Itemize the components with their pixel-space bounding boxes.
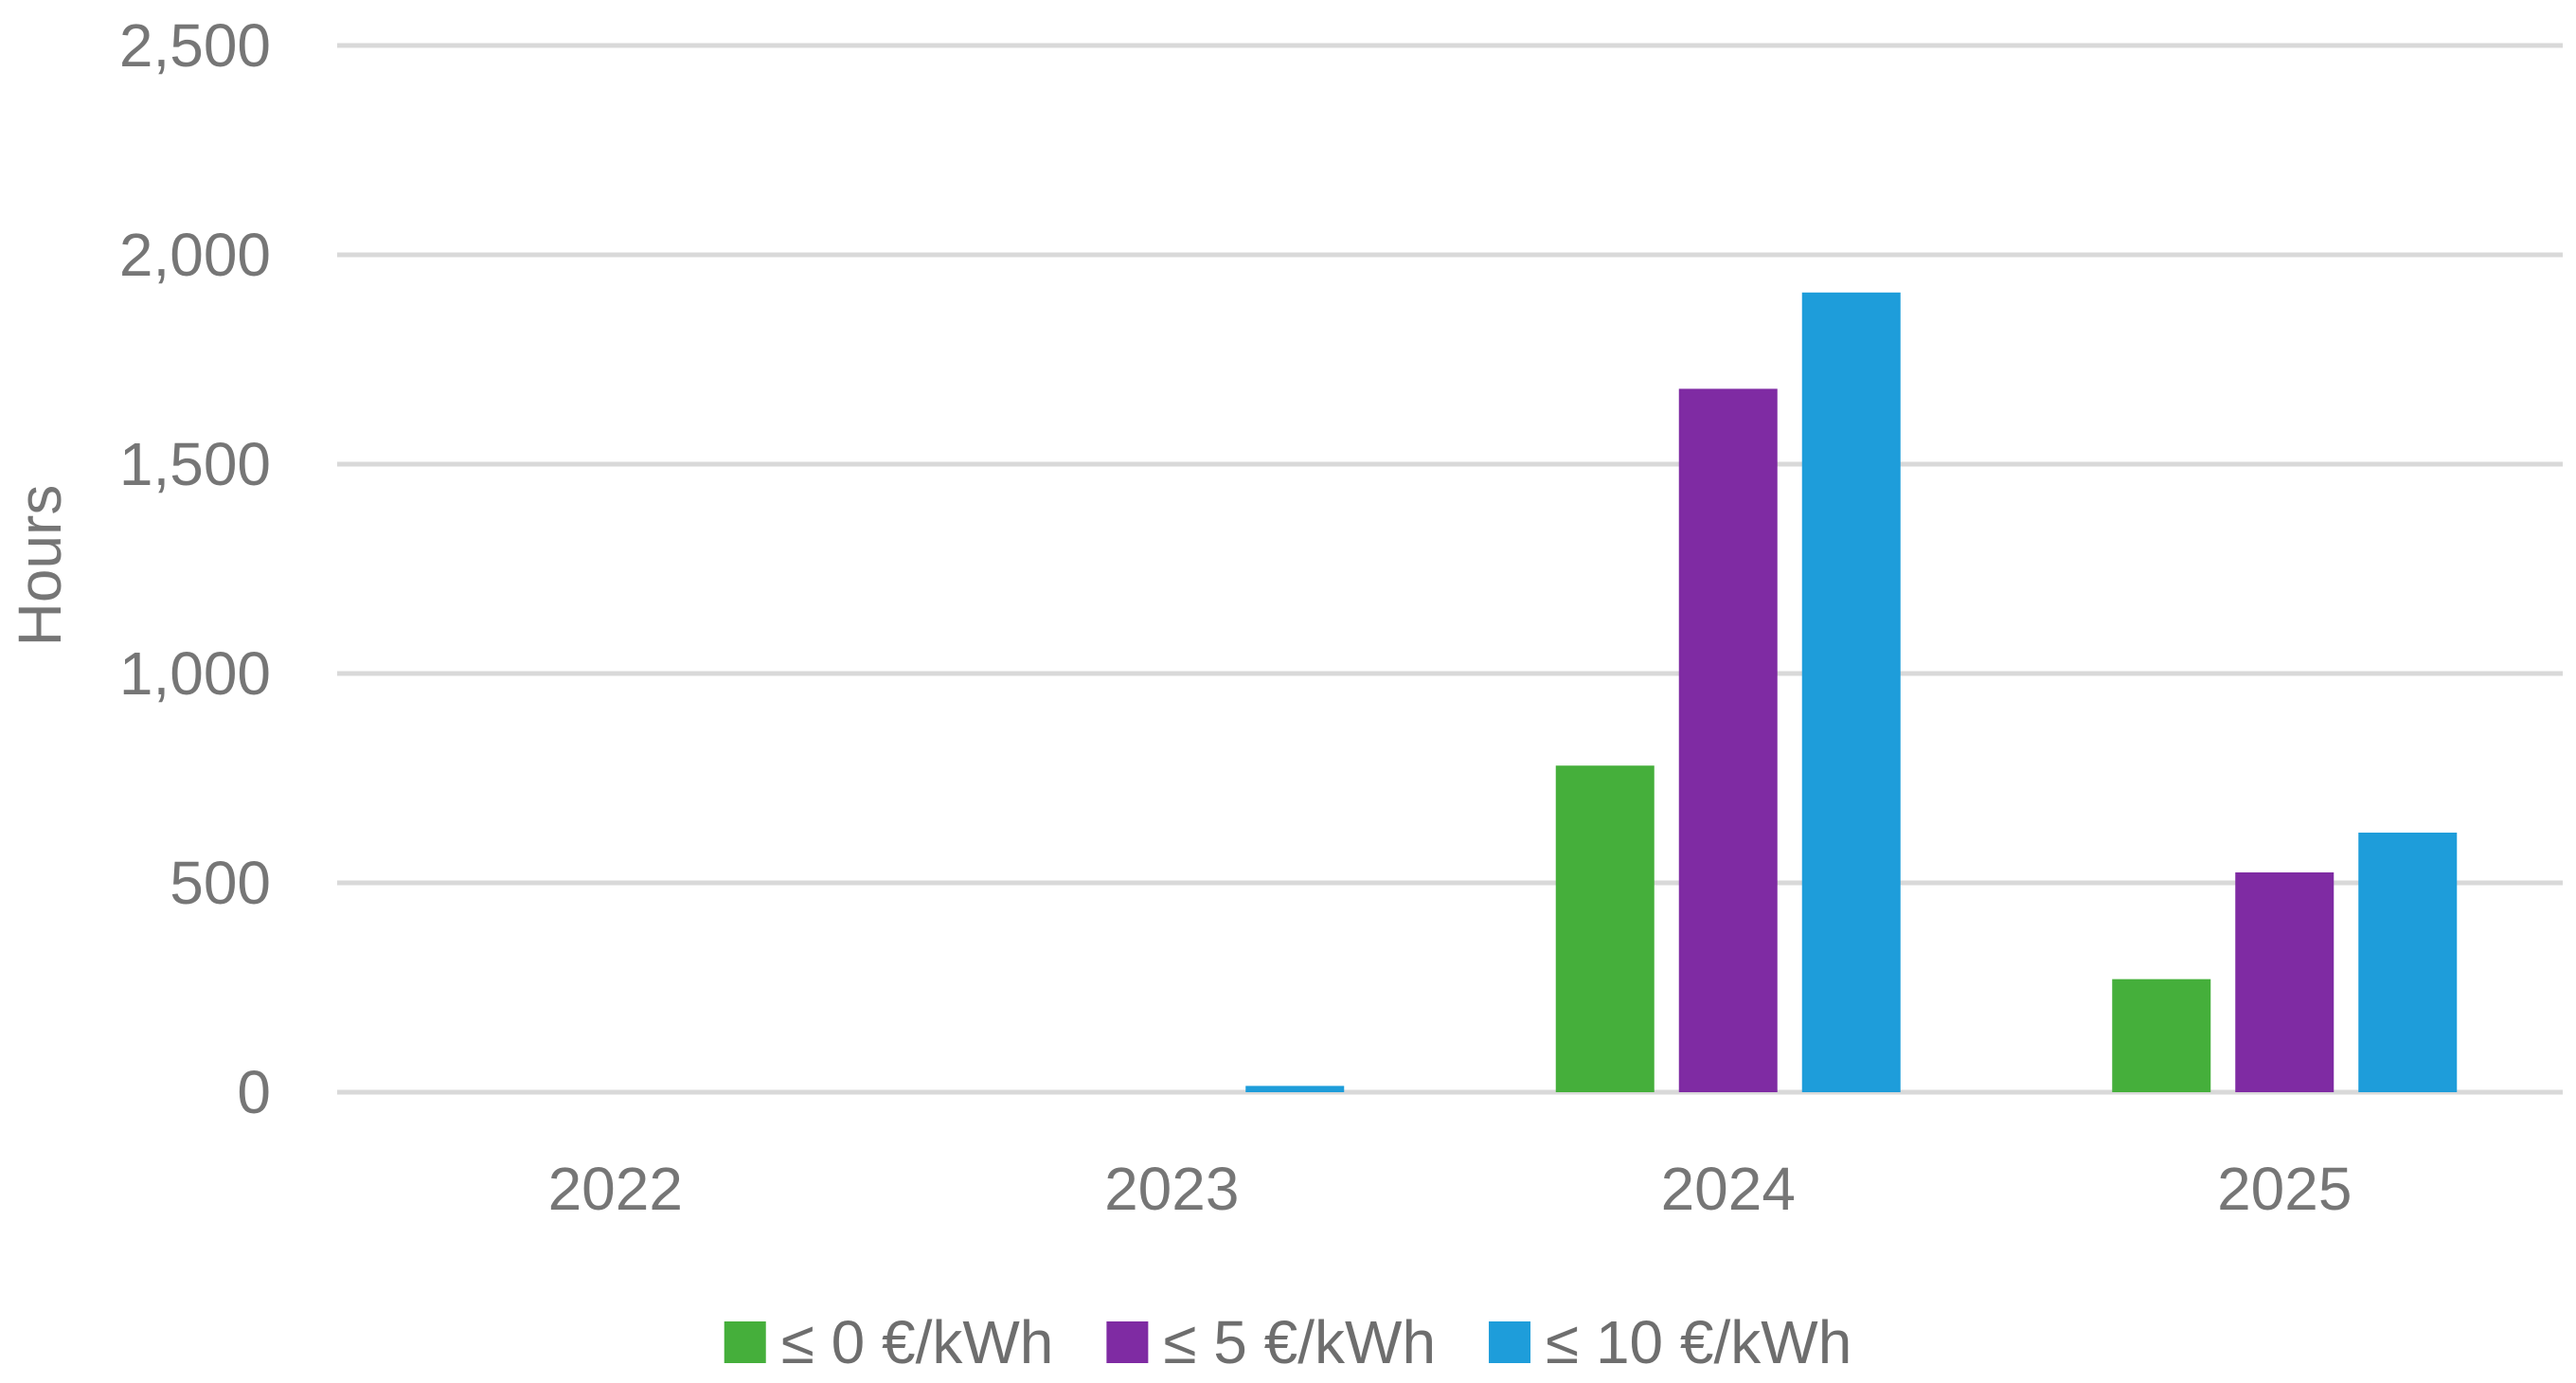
x-axis-ticks: 2022 2023 2024 2025 bbox=[548, 1155, 2352, 1223]
legend-label: ≤ 5 €/kWh bbox=[1163, 1308, 1436, 1376]
y-tick-label: 500 bbox=[170, 849, 271, 917]
legend-swatch bbox=[1106, 1321, 1149, 1363]
bar-2025-series-3 bbox=[2358, 832, 2458, 1092]
legend-item-3: ≤ 10 €/kWh bbox=[1489, 1308, 1852, 1376]
bar-2023-series-3 bbox=[1245, 1086, 1345, 1092]
bar-2025-series-2 bbox=[2235, 871, 2334, 1092]
legend-item-1: ≤ 0 €/kWh bbox=[724, 1308, 1054, 1376]
bar-2025-series-1 bbox=[2112, 979, 2211, 1092]
legend-label: ≤ 0 €/kWh bbox=[781, 1308, 1054, 1376]
legend: ≤ 0 €/kWh ≤ 5 €/kWh ≤ 10 €/kWh bbox=[724, 1308, 1852, 1376]
bar-2024-series-1 bbox=[1555, 765, 1655, 1092]
y-tick-label: 1,000 bbox=[119, 639, 271, 708]
y-tick-label: 1,500 bbox=[119, 430, 271, 498]
gridlines bbox=[337, 43, 2563, 1095]
y-tick-label: 0 bbox=[237, 1058, 271, 1126]
x-tick-label-2025: 2025 bbox=[2217, 1155, 2352, 1223]
x-tick-label-2024: 2024 bbox=[1661, 1155, 1796, 1223]
legend-label: ≤ 10 €/kWh bbox=[1546, 1308, 1852, 1376]
x-tick-label-2023: 2023 bbox=[1104, 1155, 1239, 1223]
legend-swatch bbox=[724, 1321, 766, 1363]
y-tick-label: 2,500 bbox=[119, 11, 271, 80]
bar-2024-series-2 bbox=[1678, 388, 1778, 1092]
legend-swatch bbox=[1489, 1321, 1531, 1363]
y-axis-title: Hours bbox=[6, 485, 74, 647]
bars bbox=[1245, 292, 2458, 1092]
bar-2024-series-3 bbox=[1801, 292, 1901, 1092]
legend-item-2: ≤ 5 €/kWh bbox=[1106, 1308, 1436, 1376]
y-axis-ticks: 0 500 1,000 1,500 2,000 2,500 bbox=[119, 11, 271, 1126]
y-tick-label: 2,000 bbox=[119, 221, 271, 289]
x-tick-label-2022: 2022 bbox=[548, 1155, 683, 1223]
